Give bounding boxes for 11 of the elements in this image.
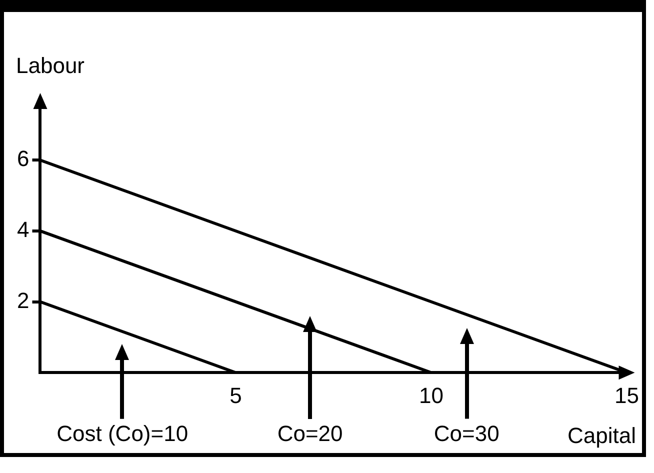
x-tick-label: 10 [419, 382, 444, 408]
text: Cost (Co)=10 [56, 421, 188, 446]
text: Co=20 [277, 421, 343, 446]
x-axis-title: Capital [568, 423, 636, 448]
x-tick-label: 5 [230, 382, 242, 408]
y-tick-label: 4 [16, 217, 30, 242]
y-tick-label: 2 [16, 288, 30, 313]
x-tick-label: 15 [614, 382, 640, 408]
text: Co=30 [434, 421, 500, 446]
y-axis-title: Labour [16, 53, 85, 78]
y-tick-label: 6 [16, 146, 30, 172]
